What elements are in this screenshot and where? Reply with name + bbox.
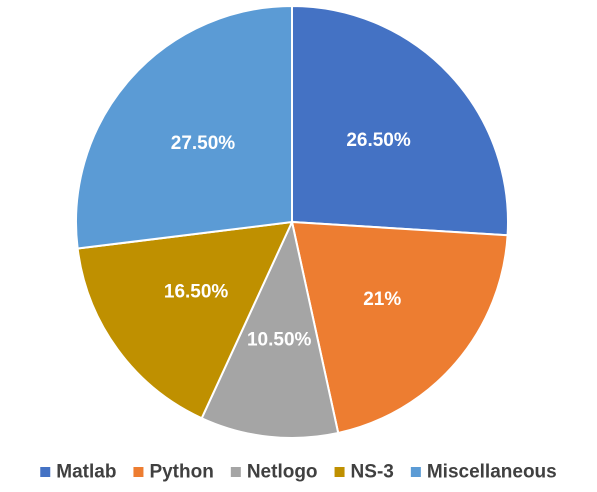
data-label-miscellaneous: 27.50% [171, 133, 236, 154]
pie-slice-miscellaneous [75, 4, 293, 250]
chart-legend: Matlab Python Netlogo NS-3 Miscellaneous [40, 462, 557, 483]
legend-label-ns-3: NS-3 [351, 462, 394, 483]
legend-label-python: Python [149, 462, 213, 483]
legend-label-netlogo: Netlogo [247, 462, 318, 483]
legend-swatch-netlogo [230, 467, 241, 477]
data-label-python: 21% [363, 289, 401, 310]
legend-label-miscellaneous: Miscellaneous [427, 462, 557, 483]
pie-slice-matlab [291, 4, 509, 237]
legend-label-matlab: Matlab [56, 462, 116, 483]
pie-slice-netlogo [200, 218, 340, 439]
legend-swatch-ns-3 [334, 467, 345, 477]
legend-swatch-miscellaneous [410, 467, 421, 477]
pie-slices [75, 4, 509, 439]
legend-swatch-matlab [40, 467, 51, 477]
data-label-matlab: 26.50% [346, 130, 411, 151]
data-label-netlogo: 10.50% [247, 330, 312, 351]
pie-data-labels: 26.50% 21% 10.50% 16.50% 27.50% [164, 130, 411, 350]
pie-slice-ns-3 [76, 220, 294, 420]
pie-slice-python [290, 220, 509, 435]
legend-swatch-python [133, 467, 144, 477]
data-label-ns-3: 16.50% [164, 282, 229, 303]
